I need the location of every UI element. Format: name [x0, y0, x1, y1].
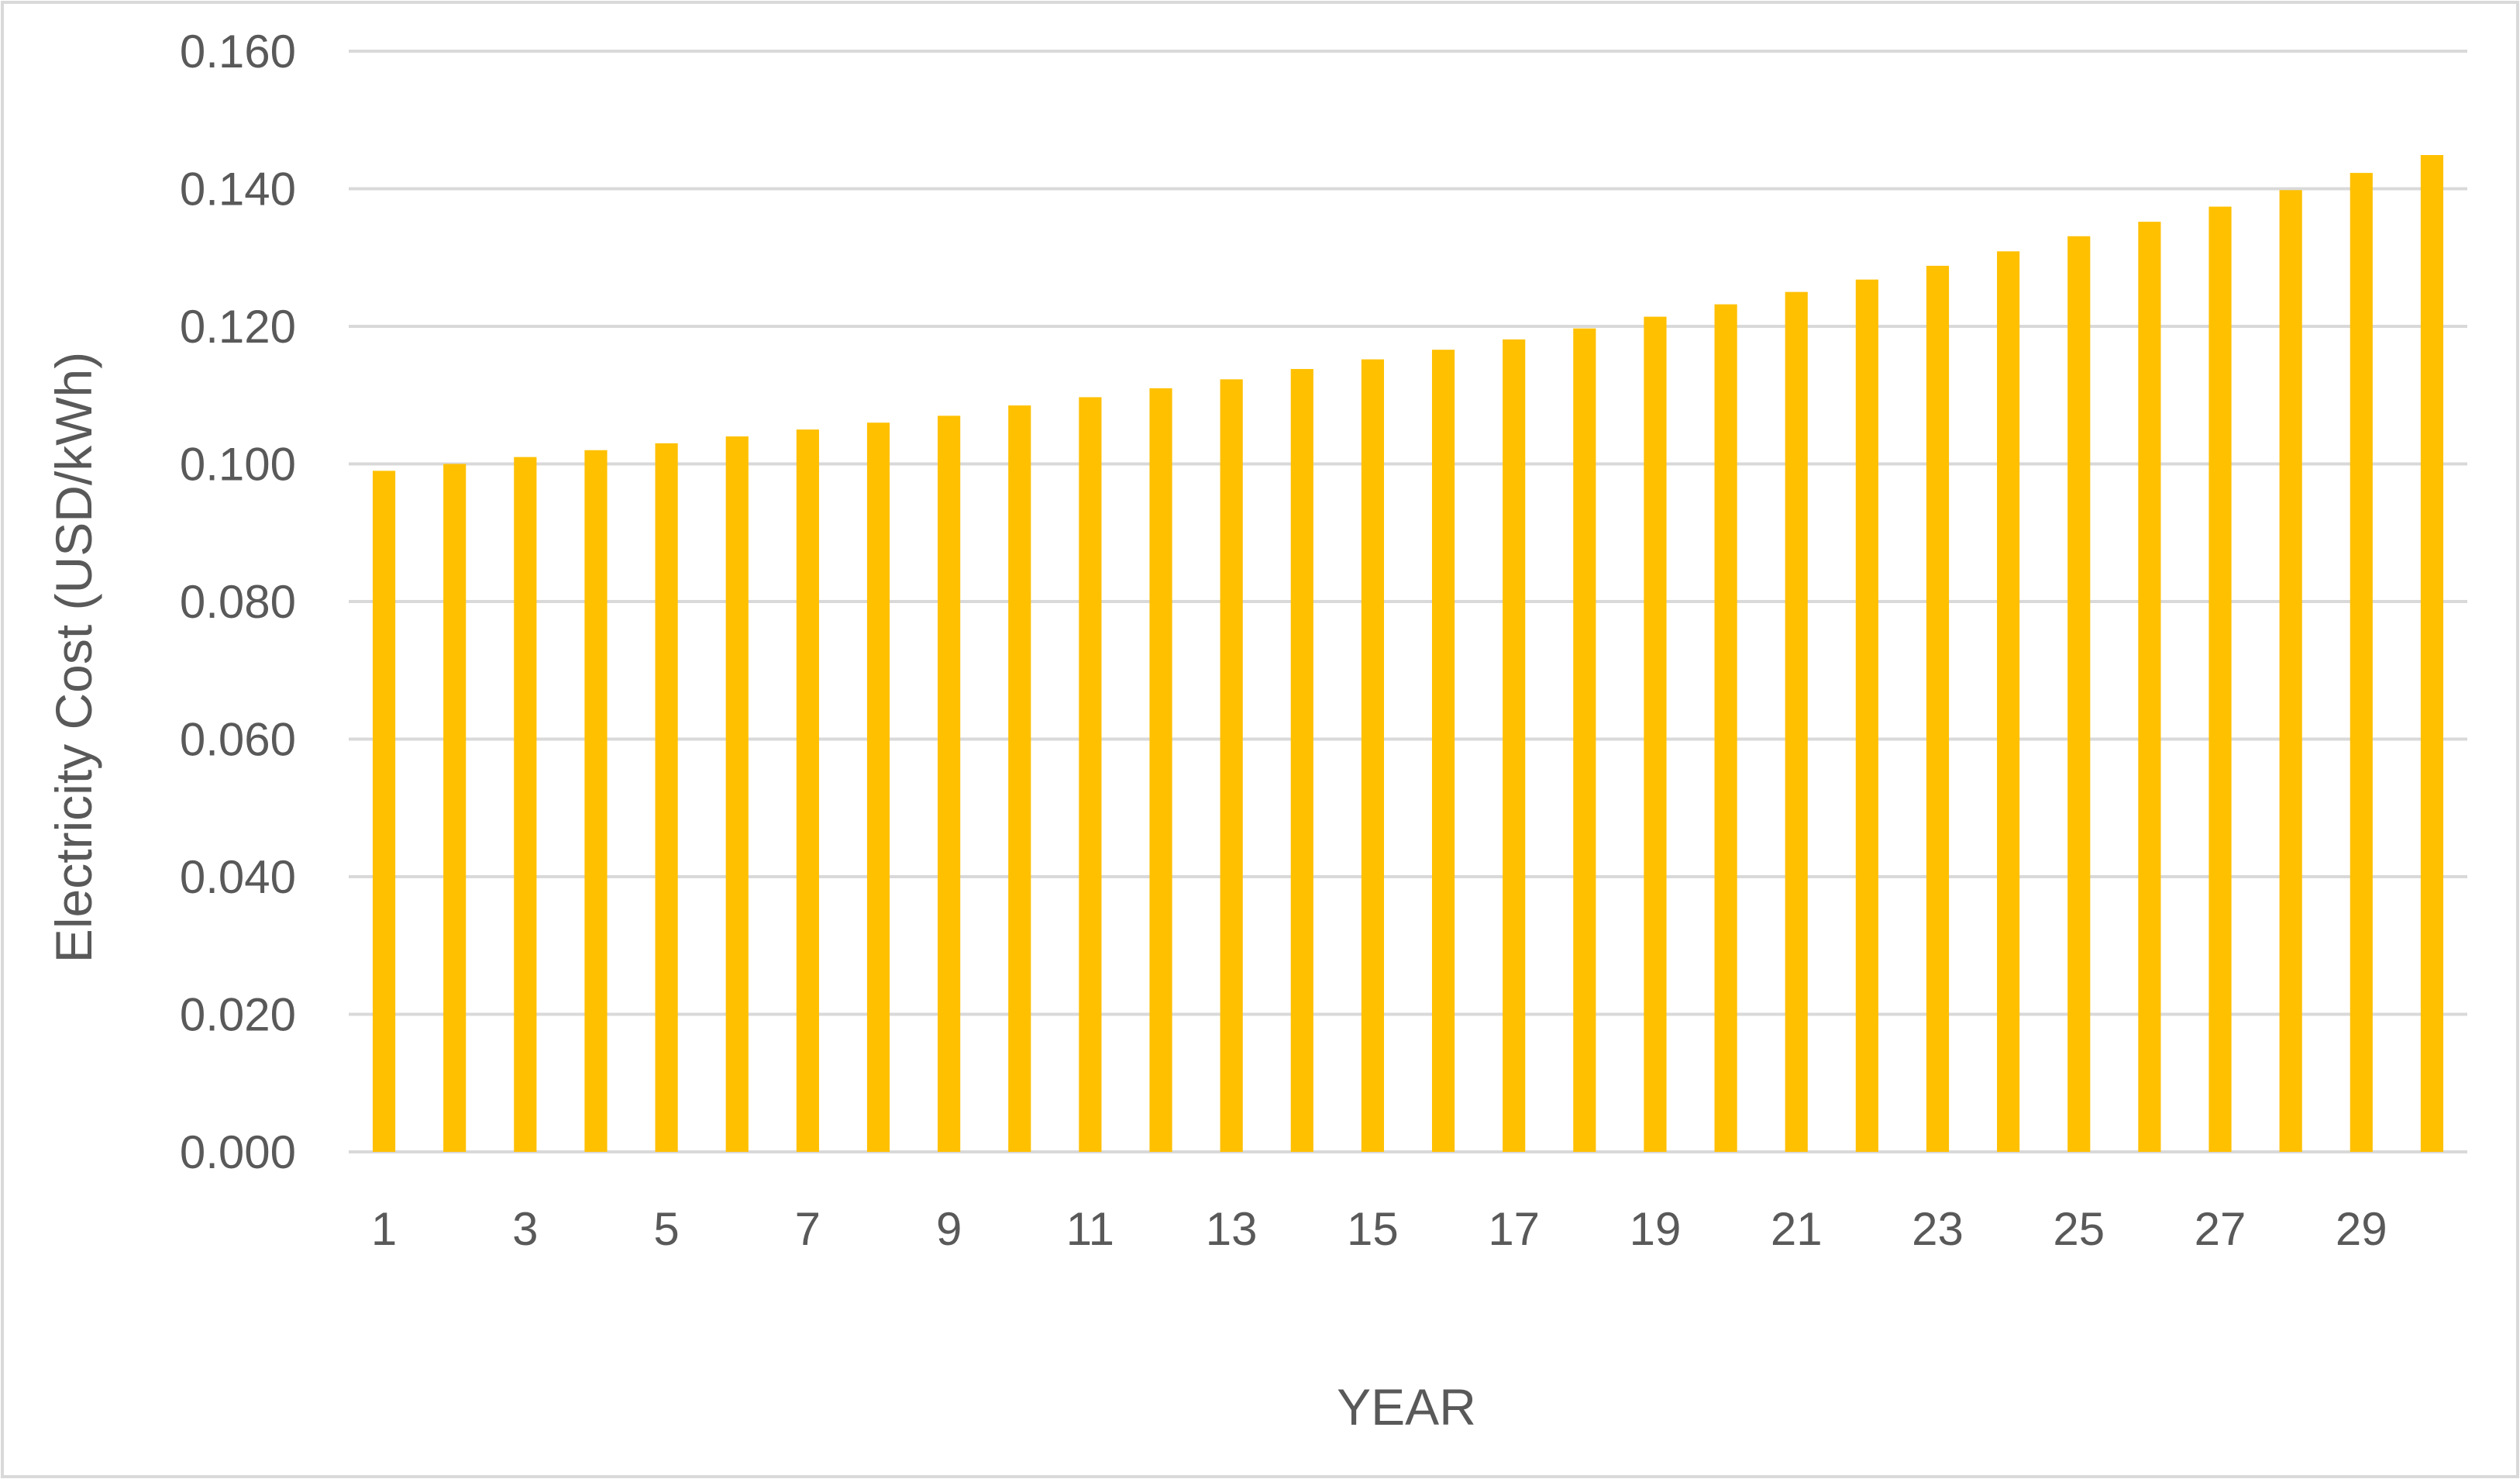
- x-tick-label: 27: [2195, 1203, 2246, 1255]
- bar-year-10: [1008, 405, 1031, 1152]
- x-tick-label: 29: [2336, 1203, 2387, 1255]
- bar-year-11: [1079, 397, 1102, 1152]
- bar-year-30: [2420, 155, 2444, 1153]
- x-axis-title: YEAR: [1337, 1378, 1476, 1436]
- x-tick-label: 1: [371, 1203, 397, 1255]
- bar-year-16: [1431, 350, 1455, 1152]
- bar-year-17: [1503, 339, 1526, 1152]
- bar-year-14: [1290, 369, 1313, 1152]
- bar-year-26: [2138, 222, 2161, 1153]
- y-tick-label: 0.100: [180, 439, 296, 491]
- x-tick-label: 25: [2053, 1203, 2105, 1255]
- bar-year-21: [1785, 291, 1808, 1152]
- x-tick-label: 15: [1347, 1203, 1399, 1255]
- y-tick-label: 0.080: [180, 576, 296, 628]
- bar-year-18: [1573, 328, 1596, 1153]
- bar-year-24: [1997, 251, 2020, 1153]
- x-tick-label: 9: [936, 1203, 962, 1255]
- bar-year-23: [1926, 265, 1950, 1152]
- bar-year-6: [725, 436, 749, 1152]
- x-tick-label: 19: [1630, 1203, 1682, 1255]
- bar-year-29: [2350, 173, 2373, 1152]
- y-tick-label: 0.120: [180, 301, 296, 353]
- bar-year-12: [1149, 388, 1172, 1152]
- x-tick-label: 11: [1066, 1203, 1114, 1255]
- y-tick-label: 0.000: [180, 1126, 296, 1178]
- x-tick-labels: 1 3 5 7 9 11 13 15 17 19 21 23 25 27 29: [371, 1203, 2387, 1255]
- x-tick-label: 21: [1771, 1203, 1823, 1255]
- gridlines: [349, 50, 2467, 1153]
- x-tick-label: 23: [1912, 1203, 1964, 1255]
- bar-year-1: [372, 471, 396, 1152]
- bar-year-13: [1220, 379, 1243, 1152]
- y-tick-label: 0.140: [180, 164, 296, 215]
- bar-year-25: [2067, 236, 2091, 1152]
- y-tick-labels: 0.000 0.020 0.040 0.060 0.080 0.100 0.120 0.140…: [180, 26, 296, 1178]
- bar-year-4: [584, 450, 608, 1152]
- x-tick-label: 7: [795, 1203, 821, 1255]
- bar-year-7: [796, 429, 819, 1152]
- bar-year-22: [1855, 279, 1878, 1152]
- bar-year-15: [1361, 359, 1385, 1153]
- y-tick-label: 0.160: [180, 26, 296, 78]
- bar-year-3: [514, 457, 537, 1152]
- bar-year-19: [1644, 316, 1667, 1153]
- bars: [372, 155, 2444, 1153]
- bar-year-28: [2279, 190, 2302, 1152]
- x-tick-label: 3: [512, 1203, 538, 1255]
- y-axis-title: Electricity Cost (USD/kWh): [45, 352, 102, 963]
- bar-year-9: [938, 415, 961, 1152]
- bar-year-8: [866, 422, 890, 1152]
- x-tick-label: 17: [1488, 1203, 1540, 1255]
- x-tick-label: 5: [653, 1203, 679, 1255]
- y-tick-label: 0.060: [180, 714, 296, 766]
- bar-year-20: [1714, 304, 1737, 1153]
- bar-year-2: [443, 464, 466, 1152]
- bar-year-27: [2208, 206, 2232, 1153]
- y-tick-label: 0.040: [180, 851, 296, 903]
- y-tick-label: 0.020: [180, 989, 296, 1041]
- x-tick-label: 13: [1206, 1203, 1258, 1255]
- bar-year-5: [655, 443, 678, 1152]
